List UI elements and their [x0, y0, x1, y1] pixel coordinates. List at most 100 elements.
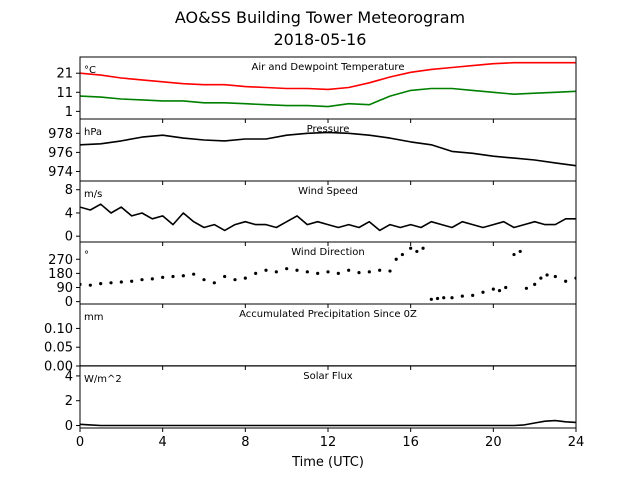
wind-direction-point	[357, 271, 361, 275]
solar-flux-unit-label: W/m^2	[84, 374, 122, 385]
wind-speed-unit-label: m/s	[84, 189, 102, 200]
wind-direction-point	[481, 290, 485, 294]
pressure-data	[80, 131, 576, 167]
wind-speed-series-0-line	[80, 203, 576, 232]
wind-direction-point	[553, 274, 557, 279]
wind-direction-point	[460, 294, 464, 298]
wind-direction-point	[435, 296, 440, 301]
wind-direction-point	[491, 287, 495, 291]
wind-direction-point	[429, 297, 433, 301]
solar-flux-y-tick-label: 2	[65, 394, 73, 409]
x-tick-label: 16	[402, 435, 419, 450]
precipitation-title: Accumulated Precipitation Since 0Z	[239, 309, 417, 320]
wind-direction-point	[316, 271, 320, 275]
temperature-title: Air and Dewpoint Temperature	[252, 62, 405, 73]
panel-solar-flux: 0 2 4 Solar Flux W/m^2	[65, 365, 577, 434]
wind-direction-point	[254, 271, 258, 275]
wind-direction-point	[524, 286, 529, 290]
wind-speed-title: Wind Speed	[298, 186, 358, 197]
wind-speed-y-tick-label: 0	[65, 230, 73, 245]
wind-direction-point	[274, 270, 278, 274]
x-axis-label: Time (UTC)	[291, 455, 364, 470]
wind-speed-data	[80, 203, 576, 232]
x-tick-label: 4	[159, 435, 167, 450]
wind-direction-point	[378, 268, 382, 272]
pressure-y-tick-label: 978	[48, 127, 73, 142]
x-tick-label: 12	[320, 435, 337, 450]
wind-direction-point	[336, 271, 340, 275]
wind-direction-point	[504, 285, 508, 290]
wind-direction-point	[421, 246, 425, 250]
x-tick-label: 8	[241, 435, 249, 450]
wind-direction-point	[140, 278, 144, 282]
precipitation-unit-label: mm	[84, 312, 103, 323]
temperature-unit-label: °C	[84, 65, 96, 76]
solar-flux-y-tick-label: 0	[65, 419, 73, 434]
wind-direction-point	[161, 275, 165, 279]
pressure-y-tick-label: 976	[48, 146, 73, 161]
wind-direction-point	[367, 270, 371, 274]
wind-direction-point	[88, 283, 92, 287]
wind-direction-y-tick-label: 180	[48, 267, 73, 282]
wind-direction-point	[518, 249, 522, 254]
pressure-y-tick-label: 974	[48, 165, 73, 180]
wind-direction-point	[295, 268, 299, 272]
wind-direction-point	[442, 296, 446, 300]
wind-direction-y-tick-label: 90	[56, 281, 73, 296]
solar-flux-y-tick-label: 4	[65, 369, 73, 384]
wind-direction-point	[450, 296, 454, 300]
wind-direction-point	[305, 270, 309, 274]
figure-subtitle: 2018-05-16	[274, 30, 367, 49]
wind-direction-point	[564, 279, 568, 283]
wind-direction-point	[192, 272, 196, 276]
wind-direction-data	[80, 246, 576, 301]
solar-flux-series-0-line	[80, 419, 576, 427]
temperature-y-tick-label: 11	[56, 86, 73, 101]
pressure-unit-label: hPa	[84, 127, 102, 138]
pressure-series-0-line	[80, 131, 576, 167]
temperature-data	[80, 61, 576, 108]
wind-direction-point	[109, 281, 113, 285]
wind-direction-point	[326, 270, 330, 274]
wind-direction-point	[512, 252, 516, 257]
wind-direction-point	[130, 279, 134, 283]
solar-flux-title: Solar Flux	[303, 371, 353, 382]
solar-flux-data	[80, 419, 576, 427]
figure-title: AO&SS Building Tower Meteorogram	[175, 8, 465, 27]
wind-direction-point	[243, 276, 247, 280]
wind-direction-point	[181, 274, 185, 278]
wind-direction-point	[119, 280, 123, 284]
wind-speed-y-tick-label: 8	[65, 183, 73, 198]
precipitation-y-tick-label: 0.10	[44, 322, 73, 337]
wind-direction-point	[394, 257, 398, 261]
wind-direction-point	[171, 274, 175, 279]
wind-direction-point	[497, 289, 502, 293]
wind-direction-point	[99, 281, 103, 286]
x-tick-label: 20	[485, 435, 502, 450]
precipitation-y-tick-label: 0.00	[44, 360, 73, 375]
x-tick-label: 24	[568, 435, 585, 450]
wind-direction-point	[545, 273, 549, 277]
wind-direction-point	[285, 267, 289, 271]
wind-direction-point	[409, 246, 413, 250]
wind-direction-point	[400, 252, 404, 257]
wind-direction-point	[223, 274, 227, 279]
x-axis: 0 4 8 12 16 20 24	[76, 435, 584, 450]
precipitation-y-tick-label: 0.05	[44, 341, 73, 356]
wind-direction-point	[471, 293, 475, 297]
temperature-y-tick-label: 1	[65, 105, 73, 120]
temperature-series-0-line	[80, 61, 576, 91]
wind-direction-y-tick-label: 0	[65, 295, 73, 310]
wind-direction-title: Wind Direction	[291, 247, 365, 258]
wind-direction-point	[264, 268, 268, 272]
wind-direction-point	[347, 268, 351, 272]
wind-direction-point	[212, 281, 216, 285]
temperature-y-tick-label: 21	[56, 67, 73, 82]
wind-direction-point	[202, 278, 206, 282]
wind-speed-y-tick-label: 4	[65, 206, 73, 221]
wind-direction-y-tick-label: 270	[48, 253, 73, 268]
